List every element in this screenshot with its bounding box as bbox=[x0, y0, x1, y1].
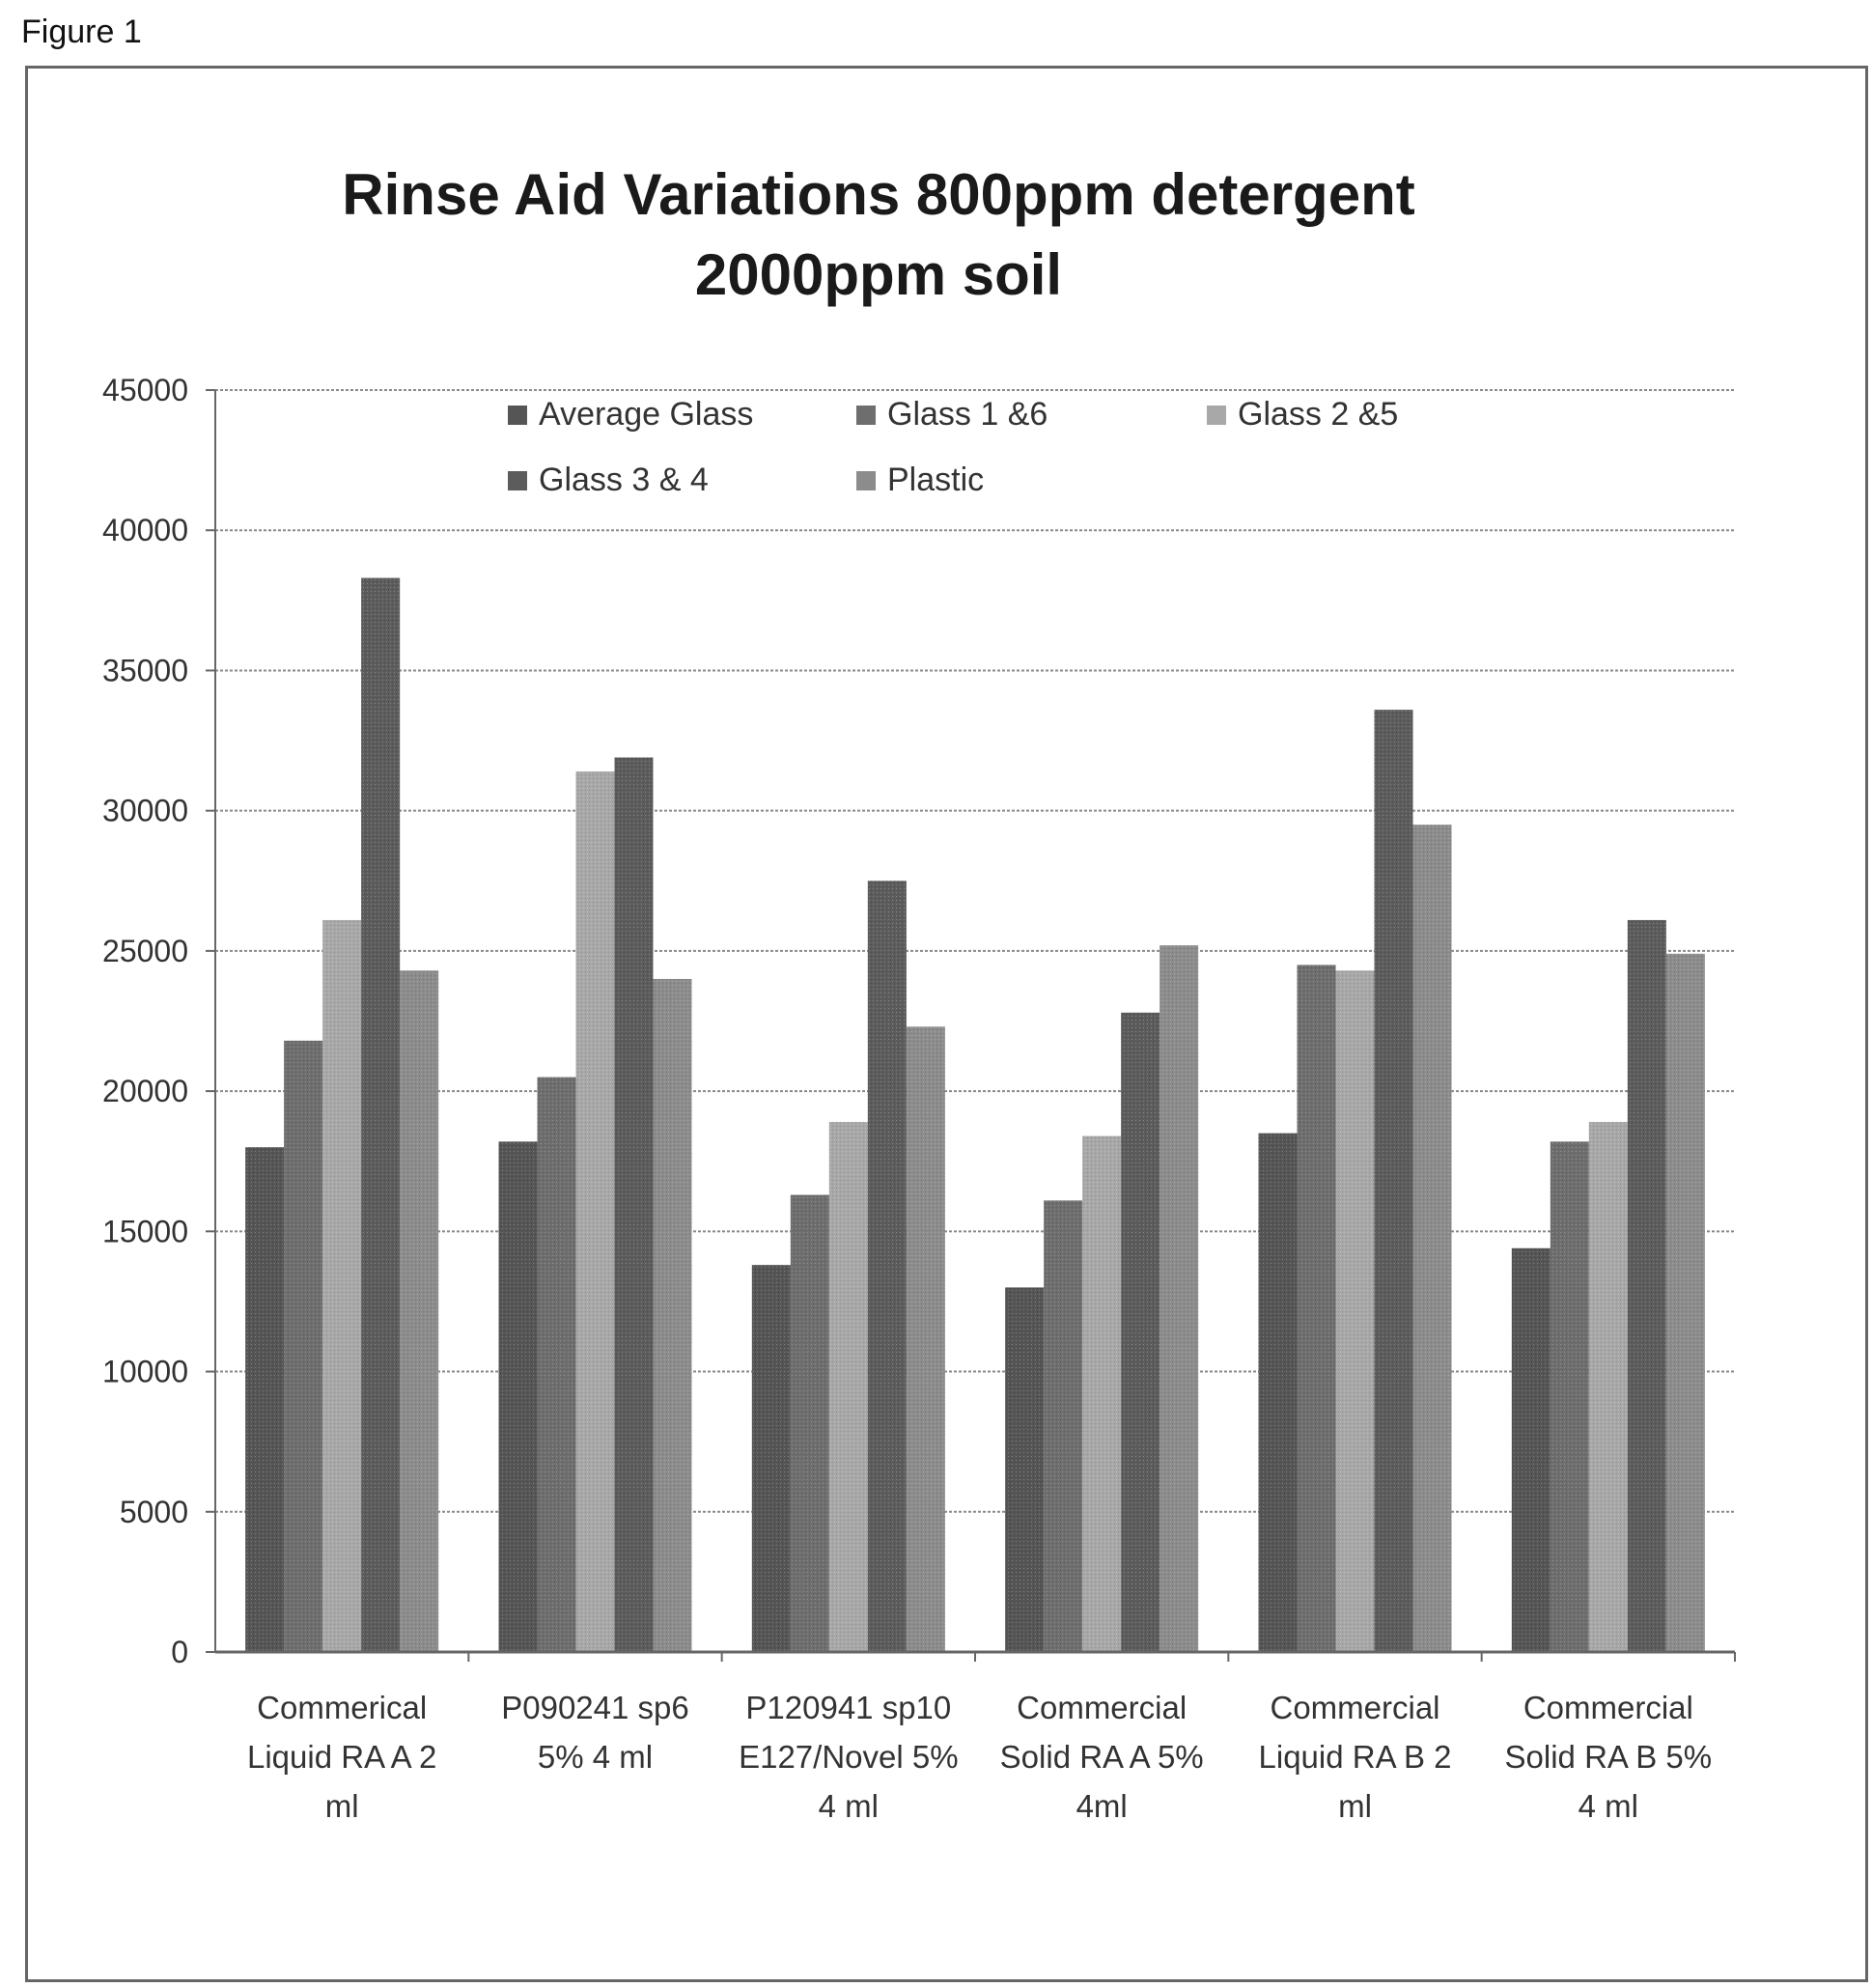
category-label: P090241 sp6 bbox=[501, 1690, 689, 1725]
category-label: 5% 4 ml bbox=[538, 1739, 653, 1775]
y-tick-label: 45000 bbox=[102, 373, 188, 407]
category-label: Solid RA A 5% bbox=[1000, 1739, 1204, 1775]
bar-texture bbox=[498, 1141, 538, 1652]
bar-texture bbox=[614, 757, 654, 1652]
category-label: Commercial bbox=[1523, 1690, 1693, 1725]
bar-texture bbox=[867, 881, 907, 1652]
category-label: ml bbox=[1338, 1788, 1372, 1824]
bar-texture bbox=[245, 1147, 285, 1652]
y-tick-label: 20000 bbox=[102, 1074, 188, 1108]
category-label: Liquid RA A 2 bbox=[247, 1739, 436, 1775]
gridlines bbox=[206, 389, 1735, 1653]
bar-texture bbox=[1121, 1012, 1160, 1652]
y-tick-label: 40000 bbox=[102, 513, 188, 547]
category-label: ml bbox=[325, 1788, 359, 1824]
legend-label: Average Glass bbox=[539, 396, 753, 433]
bar-texture bbox=[1160, 945, 1199, 1652]
category-label: Commerical bbox=[257, 1690, 427, 1725]
category-label: 4 ml bbox=[1579, 1788, 1638, 1824]
chart-title-line: Rinse Aid Variations 800ppm detergent bbox=[342, 162, 1414, 227]
category-labels: Commerical Liquid RA A 2 ml P090241 sp6 5% 4… bbox=[247, 1690, 1712, 1824]
figure-label: Figure 1 bbox=[21, 14, 142, 50]
legend-label: Glass 3 & 4 bbox=[539, 462, 709, 498]
legend-label: Glass 1 &6 bbox=[887, 396, 1048, 433]
bar-texture bbox=[828, 1122, 868, 1652]
bar-texture bbox=[575, 771, 615, 1652]
category-label: Solid RA B 5% bbox=[1505, 1739, 1713, 1775]
legend-label: Glass 2 &5 bbox=[1238, 396, 1398, 433]
bar-texture bbox=[322, 919, 362, 1652]
category-label: 4 ml bbox=[819, 1788, 879, 1824]
bar-texture bbox=[1044, 1200, 1083, 1652]
chart-title-line: 2000ppm soil bbox=[695, 242, 1062, 307]
y-tick-label: 25000 bbox=[102, 934, 188, 968]
bar-texture bbox=[400, 970, 439, 1652]
legend-swatch bbox=[856, 406, 876, 425]
bar-texture bbox=[1374, 710, 1413, 1652]
category-label: Liquid RA B 2 bbox=[1259, 1739, 1452, 1775]
bar-texture bbox=[1005, 1287, 1045, 1652]
bar-texture bbox=[361, 577, 401, 1652]
bar-texture bbox=[1082, 1135, 1122, 1652]
bar-texture bbox=[1511, 1247, 1551, 1652]
axes bbox=[214, 390, 1736, 1662]
y-tick-labels: 0 5000 10000 15000 20000 25000 30000 35000 40000… bbox=[102, 373, 188, 1669]
legend-label: Plastic bbox=[887, 462, 984, 498]
category-label: E127/Novel 5% bbox=[739, 1739, 958, 1775]
legend: Average Glass Glass 1 &6 Glass 2 &5 Glass 3… bbox=[508, 396, 1398, 498]
legend-swatch bbox=[856, 471, 876, 490]
y-tick-label: 35000 bbox=[102, 653, 188, 687]
bar-texture bbox=[1550, 1141, 1589, 1652]
bar-texture bbox=[1588, 1122, 1628, 1652]
bar-texture bbox=[1412, 825, 1452, 1652]
legend-swatch bbox=[1207, 406, 1226, 425]
y-tick-label: 5000 bbox=[120, 1495, 188, 1529]
y-tick-label: 10000 bbox=[102, 1355, 188, 1389]
bar-texture bbox=[1297, 965, 1336, 1652]
bar-texture bbox=[284, 1040, 323, 1652]
bar-texture bbox=[906, 1026, 945, 1652]
bar-texture bbox=[1335, 970, 1375, 1652]
chart-title: Rinse Aid Variations 800ppm detergent 200… bbox=[342, 162, 1414, 307]
category-label: Commercial bbox=[1017, 1690, 1187, 1725]
legend-swatch bbox=[508, 406, 527, 425]
category-label: P120941 sp10 bbox=[745, 1690, 951, 1725]
bar-texture bbox=[1258, 1133, 1298, 1652]
bar-texture bbox=[537, 1077, 576, 1652]
bars bbox=[245, 577, 1705, 1652]
bar-texture bbox=[751, 1265, 791, 1652]
y-tick-label: 15000 bbox=[102, 1214, 188, 1248]
bar-texture bbox=[653, 978, 692, 1652]
y-tick-label: 30000 bbox=[102, 794, 188, 828]
bar-texture bbox=[1627, 919, 1666, 1652]
bar-texture bbox=[1665, 953, 1705, 1652]
legend-swatch bbox=[508, 471, 527, 490]
y-tick-label: 0 bbox=[171, 1635, 188, 1669]
category-label: 4ml bbox=[1076, 1788, 1128, 1824]
bar-texture bbox=[790, 1194, 829, 1652]
category-label: Commercial bbox=[1270, 1690, 1439, 1725]
